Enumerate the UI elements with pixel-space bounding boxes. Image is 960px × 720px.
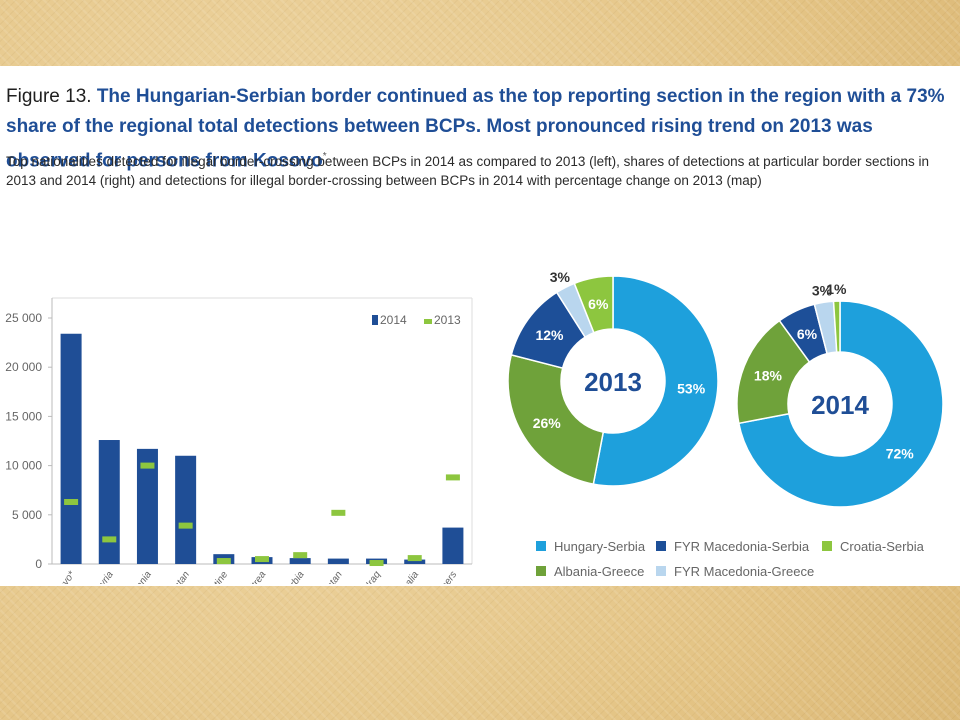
legend-swatch-2013 — [424, 319, 432, 324]
figure-subtitle: Top nationalities detected for illegal b… — [6, 154, 930, 188]
figure-title-mark: * — [322, 151, 327, 162]
slice-hungary-serbia — [592, 275, 719, 487]
legend-label-2013: 2013 — [434, 313, 461, 327]
slice-label-albania-greece: 26% — [533, 415, 562, 431]
marker-2013-pakistan — [331, 509, 346, 516]
y-tick-label: 0 — [35, 557, 42, 571]
bar-2014-somalia — [404, 559, 426, 564]
slice-label-fyr-macedonia-serbia: 6% — [797, 326, 818, 342]
x-tick-label: Iraq — [364, 569, 383, 584]
x-tick-label: Somalia — [391, 569, 421, 584]
slice-hungary-serbia — [737, 300, 944, 508]
legend-swatch-fyr-macedonia-serbia — [656, 541, 666, 551]
bar-2014-pakistan — [327, 558, 349, 564]
figure-title-text: The Hungarian-Serbian border continued a… — [6, 86, 945, 172]
legend-label-2014: 2014 — [380, 313, 407, 327]
marker-2013-others — [445, 474, 460, 481]
slice-label-croatia-serbia: 6% — [588, 296, 609, 312]
slice-croatia-serbia — [573, 275, 614, 334]
marker-2013-palestine — [216, 558, 231, 565]
bar-2014-syria — [98, 440, 120, 564]
marker-2013-eritrea — [255, 556, 269, 563]
legend-swatch-croatia-serbia — [822, 541, 832, 551]
slice-label-croatia-serbia: 1% — [826, 281, 847, 297]
donut-legend: Hungary-Serbia FYR Macedonia-Serbia Croati… — [536, 539, 925, 579]
slice-albania-greece — [507, 353, 605, 486]
marker-2013-afghanistan — [178, 522, 193, 529]
legend-swatch-hungary-serbia — [536, 541, 546, 551]
slice-label-fyr-macedonia-serbia: 12% — [535, 327, 564, 343]
marker-2013-iraq — [369, 560, 384, 567]
bar-2014-kosovo — [60, 333, 82, 564]
figure-title: Figure 13. The Hungarian-Serbian border … — [6, 82, 956, 176]
slice-label-fyr-macedonia-greece: 3% — [550, 269, 571, 285]
donut-center-label: 2014 — [811, 390, 869, 420]
legend-swatch-fyr-macedonia-greece — [656, 566, 666, 576]
x-tick-label: Eritrea — [243, 569, 269, 584]
legend-swatch-albania-greece — [536, 566, 546, 576]
bar-2014-others — [442, 527, 464, 564]
donut-center-label: 2013 — [584, 367, 642, 397]
x-tick-label: Palestine — [198, 569, 231, 584]
x-tick-label: Serbia — [281, 569, 307, 584]
y-tick-label: 25 000 — [5, 311, 42, 325]
bar-2014-afghanistan — [175, 455, 197, 564]
x-tick-label: Albania — [125, 569, 154, 584]
legend-label-fyr-macedonia-serbia: FYR Macedonia-Serbia — [674, 539, 810, 554]
donut-chart-2014: 72% 18% 6% 3%1% 2014 — [736, 281, 944, 508]
legend-label-fyr-macedonia-greece: FYR Macedonia-Greece — [674, 564, 814, 579]
marker-2013-somalia — [407, 555, 422, 562]
x-tick-label: Others — [433, 569, 459, 584]
slice-label-fyr-macedonia-greece: 3% — [812, 282, 833, 298]
figure-prefix: Figure 13. — [6, 86, 97, 107]
marker-2013-kosovo — [64, 499, 79, 506]
y-tick-label: 15 000 — [5, 409, 42, 423]
x-tick-label: Pakistan — [314, 569, 345, 584]
slice-label-albania-greece: 18% — [754, 367, 783, 383]
slice-croatia-serbia — [832, 300, 841, 353]
slice-label-hungary-serbia: 72% — [886, 445, 915, 461]
y-tick-label: 10 000 — [5, 459, 42, 473]
marker-2013-serbia — [293, 552, 308, 559]
x-tick-label: Afghanistan — [152, 569, 192, 584]
bar-2014-albania — [136, 448, 158, 564]
marker-2013-syria — [102, 536, 117, 543]
legend-label-croatia-serbia: Croatia-Serbia — [840, 539, 925, 554]
legend-label-albania-greece: Albania-Greece — [554, 564, 644, 579]
marker-2013-albania — [140, 462, 155, 469]
legend-label-hungary-serbia: Hungary-Serbia — [554, 539, 646, 554]
bar-chart: 0 5 000 10 000 15 000 20 000 25 000 Kosovo* Syr… — [5, 297, 473, 584]
legend-swatch-2014 — [372, 315, 378, 325]
slice-label-hungary-serbia: 53% — [677, 380, 706, 396]
bar-2014-serbia — [289, 558, 311, 564]
donut-chart-2013: 53% 26% 12% 3% 6% 2013 — [507, 269, 719, 487]
figure-panel: Figure 13. The Hungarian-Serbian border … — [0, 66, 960, 586]
y-tick-label: 20 000 — [5, 360, 42, 374]
x-tick-label: Syria — [94, 569, 116, 584]
y-tick-label: 5 000 — [12, 508, 42, 522]
x-tick-label: Kosovo* — [47, 569, 78, 584]
